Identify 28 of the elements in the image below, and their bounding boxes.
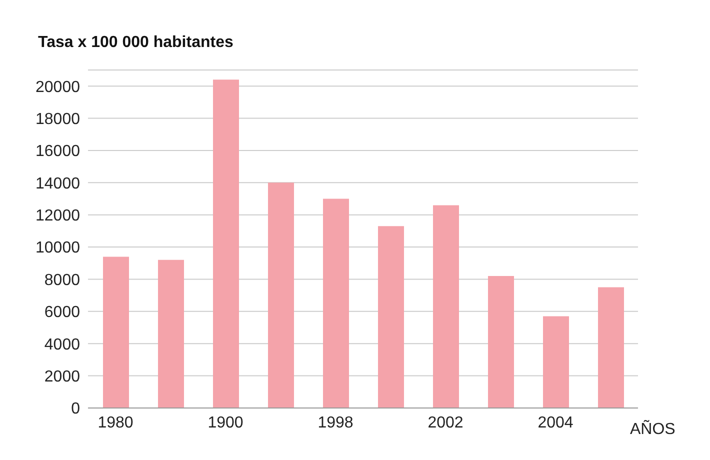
y-tick-label: 6000 bbox=[44, 304, 80, 322]
x-tick-label: 1998 bbox=[318, 414, 354, 432]
bar bbox=[103, 256, 129, 408]
bar bbox=[598, 287, 624, 408]
bar bbox=[323, 198, 349, 408]
y-tick-label: 16000 bbox=[36, 143, 80, 160]
bar bbox=[268, 182, 294, 408]
y-tick-label: 0 bbox=[71, 400, 80, 418]
bar bbox=[158, 260, 184, 408]
y-tick-label: 20000 bbox=[36, 78, 80, 96]
y-tick-label: 12000 bbox=[36, 208, 80, 225]
y-tick-label: 18000 bbox=[36, 110, 80, 128]
y-axis-title: Tasa x 100 000 habitantes bbox=[38, 34, 234, 52]
bar bbox=[378, 226, 404, 408]
y-tick-label: 10000 bbox=[36, 240, 80, 257]
y-tick-label: 2000 bbox=[44, 368, 80, 386]
x-axis-title: AÑOS bbox=[630, 421, 676, 439]
x-tick-label: 2002 bbox=[428, 414, 464, 432]
x-tick-label: 1900 bbox=[208, 414, 244, 432]
bar bbox=[213, 80, 239, 408]
y-tick-label: 14000 bbox=[36, 175, 80, 192]
x-tick-label: 2004 bbox=[538, 414, 574, 432]
bar bbox=[543, 316, 569, 408]
y-tick-label: 8000 bbox=[44, 272, 80, 289]
x-tick-label: 1980 bbox=[98, 414, 134, 432]
bar bbox=[488, 276, 514, 408]
bar bbox=[433, 205, 459, 408]
y-tick-label: 4000 bbox=[44, 336, 80, 354]
